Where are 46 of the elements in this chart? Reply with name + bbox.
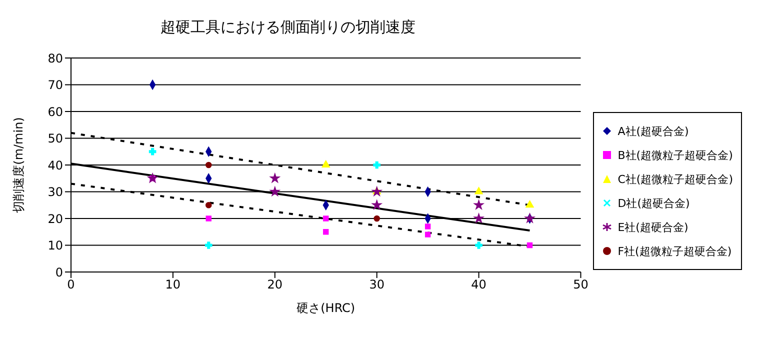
- legend-label: A社(超硬合金): [618, 124, 689, 138]
- x-tick-label: 50: [573, 278, 588, 292]
- y-axis-title: 切削速度(m/min): [11, 117, 26, 213]
- point: [270, 173, 280, 182]
- x-axis-title: 硬さ(HRC): [296, 301, 356, 315]
- legend-label: B社(超微粒子超硬合金): [618, 148, 733, 162]
- x-tick-label: 20: [267, 278, 283, 292]
- point: [204, 242, 212, 249]
- point: [270, 186, 280, 196]
- point: [374, 215, 380, 222]
- chart-title: 超硬工具における側面削りの切削速度: [160, 17, 416, 38]
- legend-label: D社(超硬合金): [618, 196, 690, 210]
- point: [474, 187, 483, 194]
- point: [323, 229, 329, 235]
- point: [474, 200, 484, 210]
- legend-label: F社(超微粒子超硬合金): [618, 244, 732, 258]
- point: [205, 202, 212, 208]
- y-tick-label: 10: [48, 238, 63, 253]
- point: [206, 216, 212, 222]
- point: [424, 224, 431, 230]
- legend-label: E社(超硬合金): [618, 220, 688, 234]
- y-tick-label: 60: [48, 104, 63, 119]
- y-tick-label: 50: [48, 132, 63, 146]
- point: [475, 242, 482, 249]
- point: [526, 242, 533, 248]
- legend-label: C社(超微粒子超硬合金): [618, 172, 733, 186]
- point: [474, 214, 484, 223]
- y-tick-label: 0: [55, 265, 63, 280]
- y-tick-label: 70: [48, 78, 63, 92]
- x-tick-label: 10: [165, 278, 181, 292]
- point: [322, 160, 330, 168]
- point: [373, 161, 380, 169]
- point: [205, 162, 212, 168]
- point: [526, 200, 534, 208]
- point: [148, 173, 158, 182]
- y-tick-label: 40: [48, 158, 63, 172]
- y-tick-label: 80: [48, 51, 63, 66]
- point: [372, 200, 382, 210]
- y-tick-label: 20: [48, 212, 63, 226]
- point: [424, 232, 431, 238]
- x-tick-label: 40: [471, 278, 486, 292]
- point: [323, 216, 329, 222]
- y-tick-label: 30: [48, 185, 63, 200]
- x-tick-label: 0: [67, 278, 75, 292]
- x-tick-label: 30: [369, 278, 384, 292]
- point: [148, 148, 156, 156]
